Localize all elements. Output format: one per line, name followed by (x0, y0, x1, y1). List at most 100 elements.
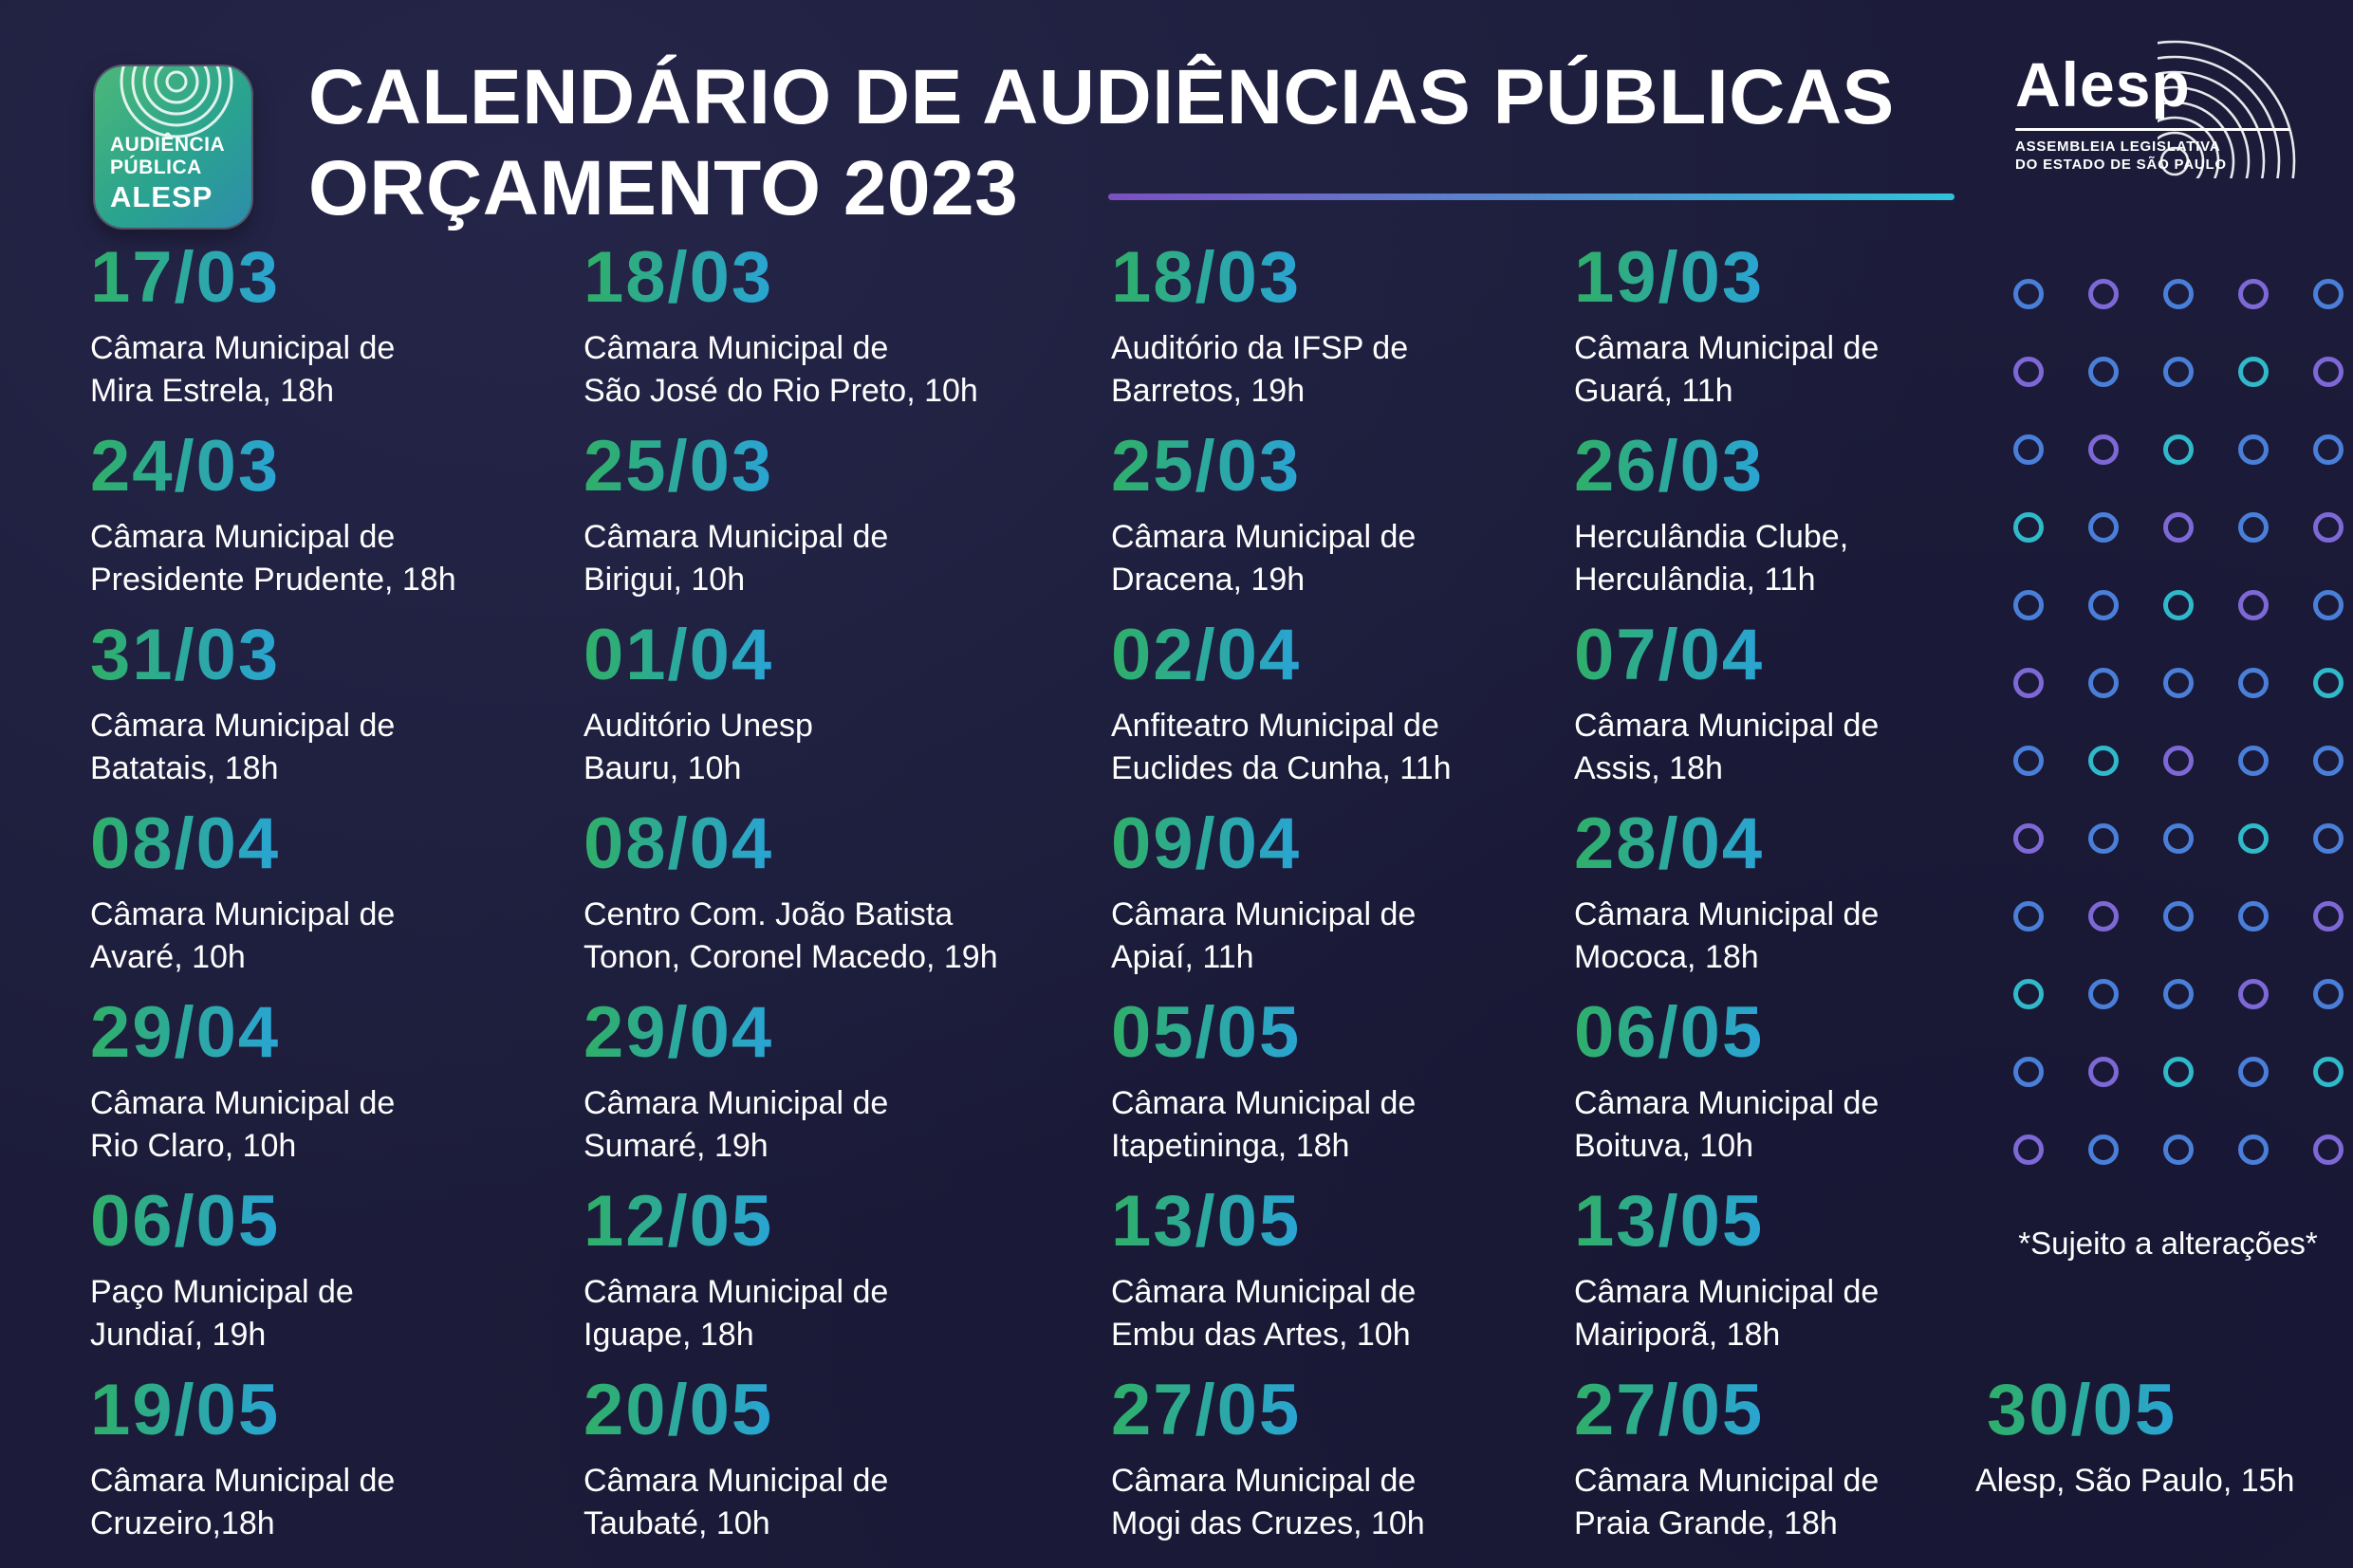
decorative-circle (2238, 590, 2269, 620)
event-venue-line2: Euclides da Cunha, 11h (1111, 749, 1452, 786)
event-item: 24/03 Câmara Municipal de Presidente Pru… (90, 431, 584, 619)
event-venue: Câmara Municipal de Avaré, 10h (90, 894, 584, 979)
event-venue: Câmara Municipal de Rio Claro, 10h (90, 1082, 584, 1168)
event-venue-line2: Iguape, 18h (584, 1316, 754, 1353)
event-venue: Câmara Municipal de Assis, 18h (1574, 705, 1978, 790)
event-item: 27/05 Câmara Municipal de Praia Grande, … (1574, 1374, 1978, 1563)
badge-line-2: PÚBLICA (110, 156, 202, 178)
decorative-circle (2163, 279, 2194, 309)
decorative-circle (2163, 1057, 2194, 1087)
decorative-circle (2313, 279, 2344, 309)
decorative-circle (2163, 823, 2194, 854)
event-venue: Câmara Municipal de Cruzeiro,18h (90, 1460, 584, 1545)
event-date: 06/05 (1574, 992, 1765, 1073)
event-venue-line1: Centro Com. João Batista (584, 896, 954, 932)
event-venue-line1: Câmara Municipal de (1111, 896, 1417, 932)
event-venue-line1: Herculândia Clube, (1574, 519, 1849, 555)
event-venue: Auditório Unesp Bauru, 10h (584, 705, 1111, 790)
event-date: 01/04 (584, 615, 774, 695)
event-venue-line1: Câmara Municipal de (584, 330, 889, 366)
event-date: 31/03 (90, 615, 281, 695)
event-venue-line1: Câmara Municipal de (90, 1085, 396, 1121)
event-venue-line1: Câmara Municipal de (1574, 1085, 1880, 1121)
decorative-circle (2313, 746, 2344, 776)
fingerprint-arcs-icon (120, 66, 233, 138)
decorative-circle (2238, 746, 2269, 776)
event-venue: Câmara Municipal de Embu das Artes, 10h (1111, 1271, 1574, 1356)
event-date: 09/04 (1111, 803, 1302, 884)
event-venue-line2: Praia Grande, 18h (1574, 1504, 1838, 1541)
event-venue-line2: Rio Claro, 10h (90, 1127, 297, 1164)
decorative-circle (2088, 901, 2119, 932)
decorative-circle (2013, 357, 2044, 387)
event-venue: Câmara Municipal de Apiaí, 11h (1111, 894, 1574, 979)
decorative-circle (2238, 901, 2269, 932)
event-item: 12/05 Câmara Municipal de Iguape, 18h (584, 1186, 1111, 1374)
event-date: 02/04 (1111, 615, 1302, 695)
event-item: 06/05 Câmara Municipal de Boituva, 10h (1574, 997, 1978, 1186)
event-venue-line1: Câmara Municipal de (1111, 1463, 1417, 1499)
event-venue-line2: Assis, 18h (1574, 749, 1723, 786)
decorative-circle (2088, 668, 2119, 698)
event-venue-line1: Câmara Municipal de (1574, 1463, 1880, 1499)
decorative-circle (2313, 434, 2344, 465)
decorative-circle (2088, 512, 2119, 543)
event-venue: Câmara Municipal de Iguape, 18h (584, 1271, 1111, 1356)
event-venue-line2: Birigui, 10h (584, 561, 746, 598)
event-date: 12/05 (584, 1181, 774, 1262)
event-venue: Câmara Municipal de Mococa, 18h (1574, 894, 1978, 979)
event-venue-line1: Anfiteatro Municipal de (1111, 708, 1439, 744)
event-item: 07/04 Câmara Municipal de Assis, 18h (1574, 619, 1978, 808)
event-venue: Câmara Municipal de Mairiporã, 18h (1574, 1271, 1978, 1356)
decorative-circle (2013, 746, 2044, 776)
event-venue-line2: Barretos, 19h (1111, 372, 1306, 409)
event-date: 29/04 (584, 992, 774, 1073)
event-venue: Câmara Municipal de Presidente Prudente,… (90, 516, 584, 601)
decorative-circle (2163, 357, 2194, 387)
event-item: 19/05 Câmara Municipal de Cruzeiro,18h (90, 1374, 584, 1563)
decorative-circle (2163, 668, 2194, 698)
decorative-circle (2088, 746, 2119, 776)
decorative-circle (2313, 357, 2344, 387)
event-item: 01/04 Auditório Unesp Bauru, 10h (584, 619, 1111, 808)
event-venue: Câmara Municipal de Mira Estrela, 18h (90, 327, 584, 413)
decorative-circle (2088, 434, 2119, 465)
event-venue-line1: Paço Municipal de (90, 1274, 354, 1310)
events-grid: 17/03 Câmara Municipal de Mira Estrela, … (90, 242, 1978, 1563)
event-venue: Câmara Municipal de Dracena, 19h (1111, 516, 1574, 601)
event-item: 08/04 Câmara Municipal de Avaré, 10h (90, 808, 584, 997)
event-date: 25/03 (1111, 426, 1302, 507)
event-venue-line1: Auditório da IFSP de (1111, 330, 1409, 366)
event-venue: Paço Municipal de Jundiaí, 19h (90, 1271, 584, 1356)
event-venue-line1: Câmara Municipal de (584, 1085, 889, 1121)
event-venue: Câmara Municipal de Praia Grande, 18h (1574, 1460, 1978, 1545)
event-venue: Câmara Municipal de Mogi das Cruzes, 10h (1111, 1460, 1574, 1545)
event-date: 30/05 (1987, 1370, 2177, 1450)
event-date: 08/04 (90, 803, 281, 884)
decorative-circle (2238, 823, 2269, 854)
event-venue-line2: Presidente Prudente, 18h (90, 561, 456, 598)
event-venue-line2: Sumaré, 19h (584, 1127, 769, 1164)
alesp-logo: Alesp ASSEMBLEIA LEGISLATIVA DO ESTADO D… (2015, 40, 2296, 178)
event-venue-line2: Guará, 11h (1574, 372, 1733, 409)
event-item: 29/04 Câmara Municipal de Sumaré, 19h (584, 997, 1111, 1186)
event-item: 05/05 Câmara Municipal de Itapetininga, … (1111, 997, 1574, 1186)
decorative-circle (2238, 1134, 2269, 1165)
decorative-circle (2163, 746, 2194, 776)
event-venue: Alesp, São Paulo, 15h (1975, 1463, 2295, 1499)
decorative-circle (2238, 979, 2269, 1009)
event-item: 13/05 Câmara Municipal de Mairiporã, 18h (1574, 1186, 1978, 1374)
event-item: 25/03 Câmara Municipal de Dracena, 19h (1111, 431, 1574, 619)
decorative-circle (2013, 1057, 2044, 1087)
event-venue: Auditório da IFSP de Barretos, 19h (1111, 327, 1574, 413)
event-venue-line2: Mogi das Cruzes, 10h (1111, 1504, 1425, 1541)
decorative-circle (2088, 823, 2119, 854)
event-venue: Câmara Municipal de Birigui, 10h (584, 516, 1111, 601)
event-venue-line1: Câmara Municipal de (1111, 519, 1417, 555)
decorative-circle (2163, 512, 2194, 543)
decorative-circle (2088, 357, 2119, 387)
event-venue: Câmara Municipal de Sumaré, 19h (584, 1082, 1111, 1168)
decorative-circle (2013, 823, 2044, 854)
alesp-underline (2015, 127, 2290, 131)
event-item: 17/03 Câmara Municipal de Mira Estrela, … (90, 242, 584, 431)
